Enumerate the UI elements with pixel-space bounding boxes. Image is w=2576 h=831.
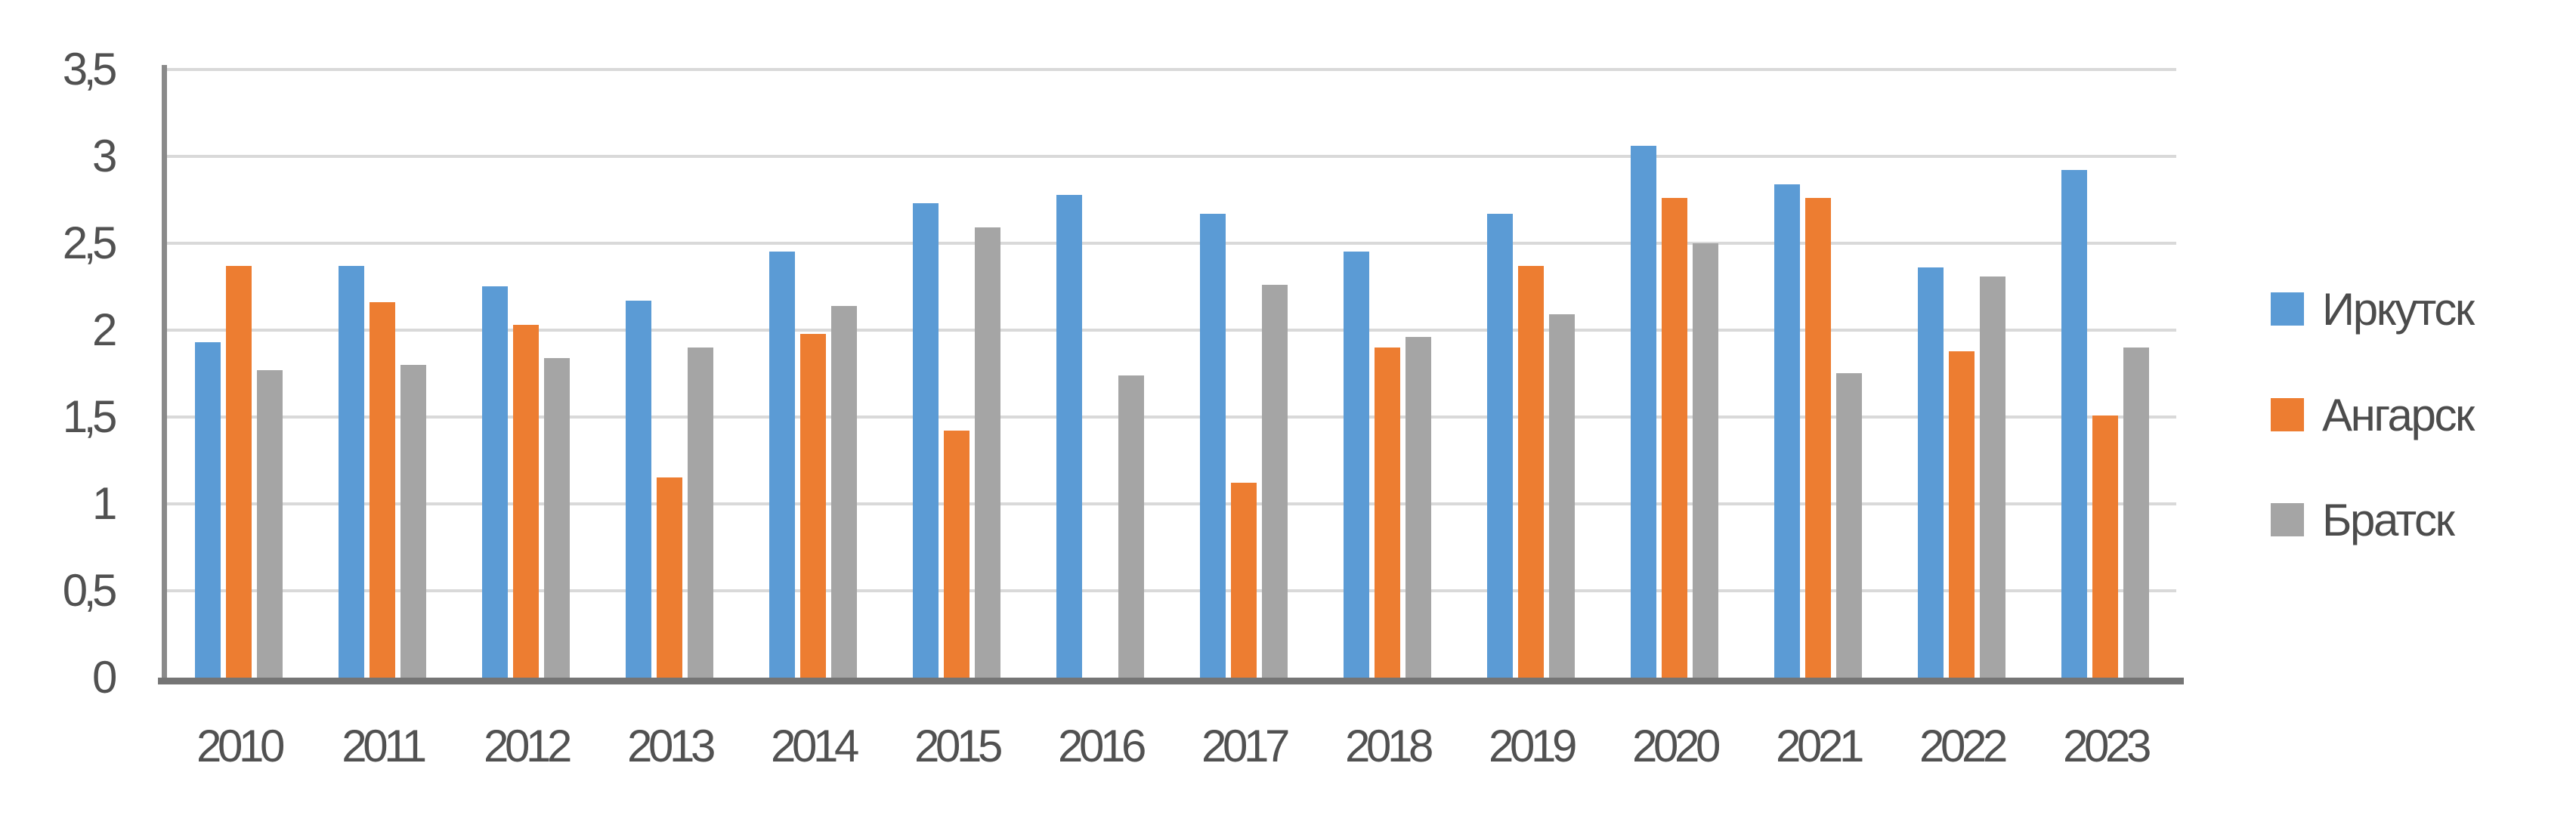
x-axis-line — [158, 678, 2184, 684]
x-axis-tick-label: 2014 — [771, 721, 859, 771]
bar-Братск-2019 — [1549, 314, 1575, 678]
bar-Ангарск-2012 — [513, 325, 539, 678]
bar-Братск-2012 — [544, 358, 570, 678]
legend-label: Ангарск — [2322, 389, 2475, 440]
bar-Братск-2017 — [1262, 285, 1288, 678]
bar-Братск-2010 — [257, 370, 283, 678]
bar-Ангарск-2014 — [800, 334, 826, 678]
bar-Иркутск-2020 — [1631, 146, 1656, 678]
bar-Ангарск-2018 — [1375, 348, 1400, 678]
y-axis-tick-label: 3,5 — [62, 44, 118, 94]
legend-label: Братск — [2322, 494, 2455, 545]
bar-Иркутск-2021 — [1774, 184, 1800, 678]
gridline — [167, 416, 2176, 419]
legend-item: Ангарск — [2271, 390, 2475, 440]
y-axis-line — [162, 65, 167, 678]
y-axis-tick-label: 2 — [92, 304, 117, 355]
bar-Ангарск-2023 — [2092, 416, 2118, 678]
gridline — [167, 329, 2176, 332]
y-axis-tick-label: 2,5 — [62, 218, 118, 268]
x-axis-tick-label: 2021 — [1776, 721, 1864, 771]
legend-swatch-angarsk — [2271, 398, 2304, 431]
bar-Иркутск-2012 — [482, 286, 508, 678]
bar-Иркутск-2023 — [2061, 170, 2087, 678]
bar-Братск-2011 — [400, 365, 426, 678]
bar-Иркутск-2019 — [1487, 214, 1513, 678]
x-axis-tick-label: 2017 — [1201, 721, 1290, 771]
y-axis-tick-label: 1 — [92, 478, 117, 529]
bar-Братск-2013 — [688, 348, 713, 678]
x-axis-tick-label: 2019 — [1489, 721, 1577, 771]
bar-Ангарск-2011 — [370, 302, 395, 678]
gridline — [167, 68, 2176, 71]
x-axis-tick-label: 2018 — [1345, 721, 1433, 771]
x-axis-tick-label: 2016 — [1058, 721, 1146, 771]
x-axis-tick-label: 2015 — [914, 721, 1003, 771]
x-axis-tick-label: 2011 — [342, 721, 427, 771]
bar-Ангарск-2021 — [1805, 198, 1831, 678]
legend-swatch-irkutsk — [2271, 292, 2304, 326]
gridline — [167, 242, 2176, 245]
bar-Братск-2023 — [2123, 348, 2149, 678]
bar-Ангарск-2020 — [1662, 198, 1687, 678]
bar-Ангарск-2019 — [1518, 266, 1544, 678]
legend-swatch-bratsk — [2271, 503, 2304, 536]
y-axis-tick-label: 0,5 — [62, 565, 118, 616]
gridline — [167, 589, 2176, 592]
x-axis-tick-label: 2020 — [1632, 721, 1721, 771]
x-axis-tick-label: 2023 — [2063, 721, 2151, 771]
bar-Братск-2021 — [1836, 373, 1862, 678]
bar-Ангарск-2013 — [657, 477, 682, 678]
bar-Иркутск-2022 — [1918, 267, 1944, 678]
bar-Братск-2020 — [1693, 243, 1718, 678]
gridline — [167, 155, 2176, 158]
bar-Иркутск-2013 — [626, 301, 651, 678]
bar-Иркутск-2014 — [769, 252, 795, 678]
bar-Ангарск-2015 — [944, 431, 969, 678]
y-axis-tick-label: 1,5 — [62, 391, 118, 442]
legend-label: Иркутск — [2322, 283, 2475, 335]
legend-item: Братск — [2271, 495, 2455, 545]
bar-Иркутск-2010 — [195, 342, 221, 678]
bar-Ангарск-2022 — [1949, 351, 1975, 678]
bar-Иркутск-2016 — [1056, 195, 1082, 678]
bar-Братск-2022 — [1980, 276, 2005, 678]
bar-Иркутск-2011 — [339, 266, 364, 678]
bar-Ангарск-2017 — [1231, 483, 1257, 678]
legend: Иркутск Ангарск Братск — [2271, 0, 2573, 831]
x-axis-tick-label: 2010 — [196, 721, 285, 771]
y-axis-tick-label: 0 — [92, 652, 117, 703]
bar-Иркутск-2017 — [1200, 214, 1226, 678]
bar-Братск-2014 — [831, 306, 857, 678]
gridline — [167, 502, 2176, 505]
bar-Братск-2016 — [1118, 375, 1144, 678]
x-axis-tick-label: 2012 — [484, 721, 572, 771]
x-axis-tick-label: 2022 — [1919, 721, 2008, 771]
bar-Братск-2018 — [1406, 337, 1431, 678]
bar-Иркутск-2018 — [1344, 252, 1369, 678]
bar-Ангарск-2010 — [226, 266, 252, 678]
bar-Иркутск-2015 — [913, 203, 939, 678]
bar-Братск-2015 — [975, 227, 1000, 678]
legend-item: Иркутск — [2271, 283, 2475, 335]
x-axis-tick-label: 2013 — [627, 721, 716, 771]
y-axis-tick-label: 3 — [92, 131, 117, 181]
